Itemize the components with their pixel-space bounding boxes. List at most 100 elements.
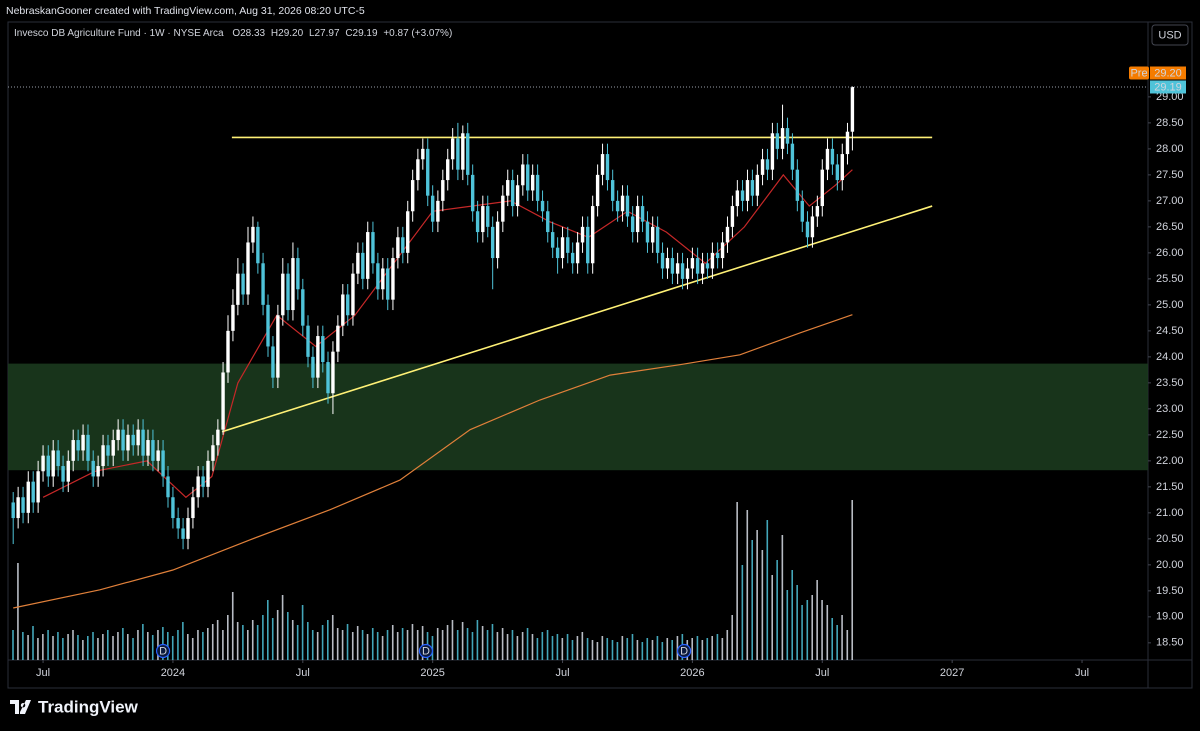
dividend-label: D xyxy=(680,645,688,657)
currency-button[interactable] xyxy=(1151,24,1189,46)
candle-body xyxy=(211,445,215,461)
volume-bar xyxy=(571,640,574,660)
volume-bar xyxy=(236,622,239,660)
candle-body xyxy=(36,471,40,503)
volume-bar xyxy=(541,632,544,660)
candle-body xyxy=(635,206,640,233)
candle-body xyxy=(560,237,565,259)
candle-body xyxy=(21,497,25,513)
pre-price-label: 29.20 xyxy=(1154,67,1182,79)
volume-bar xyxy=(386,630,389,660)
candle-body xyxy=(56,450,60,467)
candle-body xyxy=(421,148,425,160)
candle-body xyxy=(26,481,30,513)
candle-body xyxy=(735,190,740,207)
candle-body xyxy=(430,195,435,222)
candle-body xyxy=(186,518,190,539)
candle-body xyxy=(610,180,615,201)
y-tick-label: 19.00 xyxy=(1156,611,1184,623)
candle-body xyxy=(246,242,250,295)
legend-high: H29.20 xyxy=(271,28,304,39)
volume-bar xyxy=(476,620,479,660)
x-tick-label: Jul xyxy=(296,667,310,679)
candle-body xyxy=(221,372,225,430)
candle-body xyxy=(700,263,705,274)
volume-bar xyxy=(336,628,339,660)
candle-body xyxy=(765,159,770,170)
volume-bar xyxy=(287,612,289,660)
volume-bar xyxy=(351,632,354,660)
candle-body xyxy=(261,263,265,305)
volume-bar xyxy=(466,628,469,660)
candle-body xyxy=(580,226,585,243)
candle-body xyxy=(650,226,655,243)
candle-body xyxy=(351,273,355,316)
candle-body xyxy=(386,268,390,300)
candle-body xyxy=(715,252,720,259)
y-tick-label: 22.00 xyxy=(1156,455,1184,467)
volume-bar xyxy=(307,622,309,660)
candle-body xyxy=(555,247,560,259)
candle-body xyxy=(840,154,844,181)
candle-body xyxy=(805,221,810,238)
volume-bar xyxy=(346,624,349,660)
volume-bar xyxy=(157,630,159,660)
y-tick-label: 27.00 xyxy=(1156,195,1184,207)
volume-bar xyxy=(636,640,639,660)
candle-body xyxy=(630,216,635,233)
y-tick-label: 28.50 xyxy=(1156,117,1184,129)
candle-body xyxy=(750,180,755,196)
volume-bar xyxy=(421,626,424,660)
candle-body xyxy=(16,497,20,519)
candle-body xyxy=(296,258,300,290)
candle-body xyxy=(800,200,804,222)
volume-bar xyxy=(52,636,54,660)
volume-bar xyxy=(526,628,529,660)
volume-bar xyxy=(191,638,194,660)
candle-body xyxy=(231,304,235,331)
dividend-label: D xyxy=(422,645,430,657)
candle-body xyxy=(316,336,320,378)
candle-body xyxy=(566,237,570,253)
volume-bar xyxy=(756,530,758,660)
candle-body xyxy=(306,325,310,357)
candle-body xyxy=(725,226,730,243)
candle-body xyxy=(595,174,600,207)
candle-body xyxy=(845,131,850,155)
candle-body xyxy=(660,252,665,269)
candle-body xyxy=(291,258,295,311)
x-tick-label: Jul xyxy=(556,667,570,679)
legend-symbol: Invesco DB Agriculture Fund · 1W · NYSE … xyxy=(14,28,224,39)
volume-bar xyxy=(651,640,654,660)
candle-body xyxy=(685,268,690,279)
volume-bar xyxy=(531,634,534,660)
volume-bar xyxy=(536,638,539,660)
x-tick-label: 2027 xyxy=(940,667,964,679)
volume-bar xyxy=(616,642,619,660)
last-price-tag xyxy=(1150,80,1186,94)
volume-bar xyxy=(331,615,334,660)
x-tick-label: 2024 xyxy=(161,667,185,679)
currency-label[interactable]: USD xyxy=(1158,29,1181,41)
y-tick-label: 21.50 xyxy=(1156,481,1184,493)
y-tick-label: 27.50 xyxy=(1156,169,1184,181)
candle-body xyxy=(31,481,35,503)
volume-bar xyxy=(701,640,704,660)
brand-name: TradingView xyxy=(38,697,139,716)
volume-bar xyxy=(62,638,64,660)
brand-icon xyxy=(10,700,31,714)
candle-body xyxy=(760,159,765,175)
volume-bar xyxy=(781,535,784,660)
candle-body xyxy=(825,148,830,170)
candle-body xyxy=(450,138,455,160)
candle-body xyxy=(835,164,840,181)
volume-bar xyxy=(491,624,494,660)
candle-body xyxy=(755,174,760,196)
volume-bar xyxy=(122,628,124,660)
volume-bar xyxy=(786,590,789,660)
candle-body xyxy=(570,252,575,264)
candle-body xyxy=(501,195,505,222)
volume-bar xyxy=(171,636,174,660)
candle-body xyxy=(775,133,780,149)
pre-tag-prefix-box xyxy=(1129,66,1149,80)
